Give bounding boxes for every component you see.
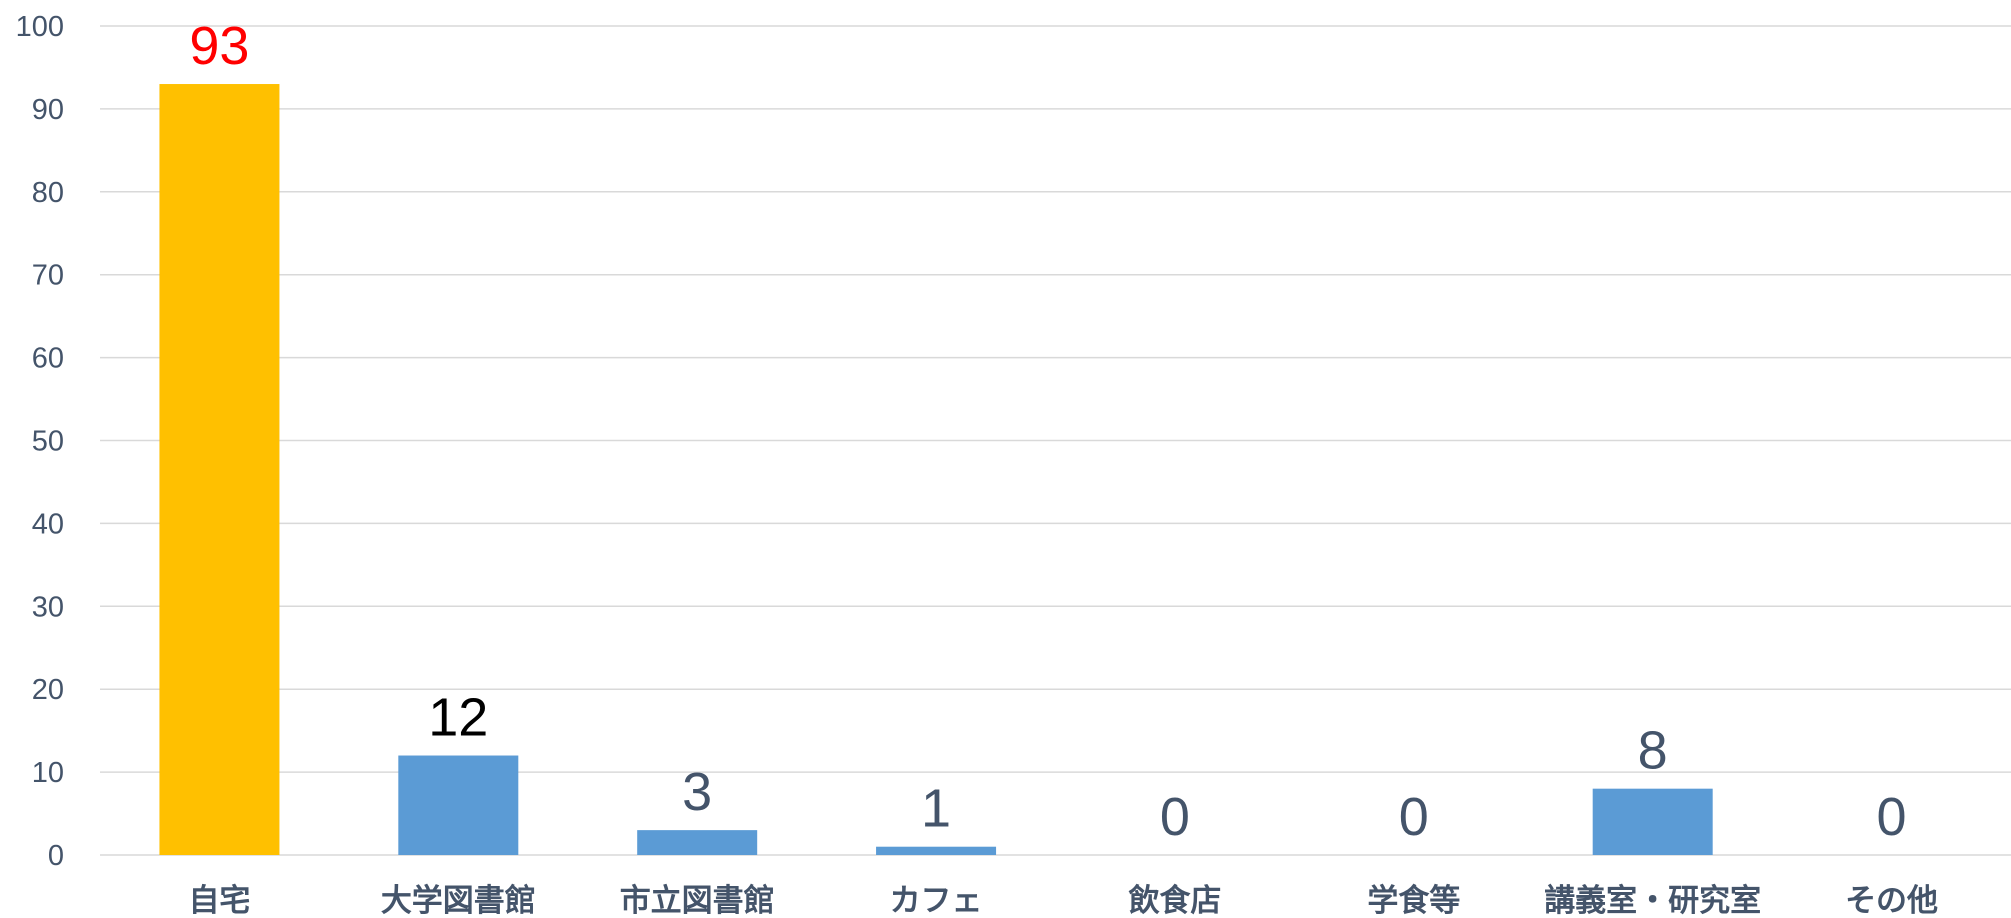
- bar-2: [637, 830, 758, 855]
- y-tick-label: 30: [32, 591, 64, 623]
- data-label-3: 1: [921, 779, 951, 839]
- bar-1: [398, 755, 519, 855]
- category-label-0: 自宅: [188, 883, 250, 918]
- category-label-4: 飲食店: [1128, 883, 1221, 918]
- data-label-0: 93: [189, 16, 249, 76]
- y-tick-label: 0: [48, 840, 64, 872]
- data-label-5: 0: [1399, 787, 1429, 847]
- y-tick-label: 50: [32, 426, 64, 458]
- category-label-3: カフェ: [890, 883, 983, 918]
- data-label-1: 12: [428, 688, 488, 748]
- y-tick-label: 60: [32, 343, 64, 375]
- data-label-4: 0: [1160, 787, 1190, 847]
- x-axis-categories: 自宅 大学図書館 市立図書館 カフェ 飲食店 学食等 講義室・研究室 その他: [188, 883, 1938, 918]
- y-tick-label: 90: [32, 94, 64, 126]
- bar-0: [159, 84, 280, 855]
- data-label-6: 8: [1638, 721, 1668, 781]
- category-label-5: 学食等: [1367, 883, 1460, 918]
- category-label-6: 講義室・研究室: [1544, 883, 1761, 918]
- category-label-1: 大学図書館: [381, 883, 536, 918]
- y-tick-label: 40: [32, 508, 64, 540]
- bar-6: [1592, 788, 1713, 855]
- gridlines: [100, 25, 2011, 856]
- data-label-2: 3: [682, 762, 712, 822]
- y-tick-label: 80: [32, 177, 64, 209]
- data-label-7: 0: [1877, 787, 1907, 847]
- bar-3: [876, 846, 997, 855]
- y-tick-label: 70: [32, 260, 64, 292]
- category-label-7: その他: [1845, 883, 1938, 918]
- bars: [159, 84, 1713, 855]
- data-labels: 93 12 3 1 0 0 8 0: [189, 16, 1906, 847]
- y-tick-label: 20: [32, 674, 64, 706]
- y-tick-label: 100: [16, 11, 64, 43]
- y-tick-label: 10: [32, 757, 64, 789]
- y-axis-ticks: 0 10 20 30 40 50 60 70 80 90 100: [16, 11, 64, 872]
- category-label-2: 市立図書館: [620, 883, 775, 918]
